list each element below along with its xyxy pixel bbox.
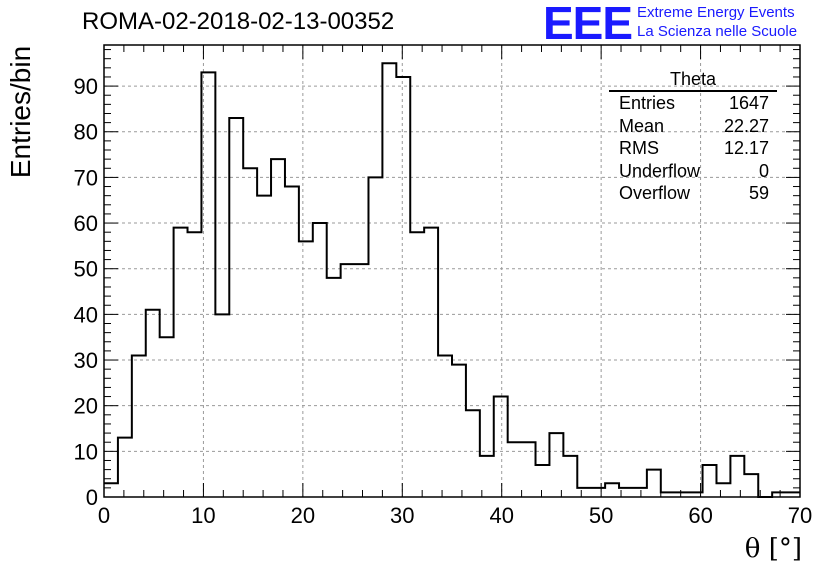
x-tick-label: 50 xyxy=(589,503,613,528)
histogram-bin xyxy=(703,465,717,497)
histogram-bin xyxy=(549,433,563,497)
histogram-bin xyxy=(188,232,202,497)
stats-row-entries: Entries 1647 xyxy=(609,92,777,115)
x-tick-label: 60 xyxy=(688,503,712,528)
histogram-bin xyxy=(355,264,369,497)
y-tick-label: 90 xyxy=(74,74,98,99)
y-tick-label: 70 xyxy=(74,165,98,190)
y-axis-label: Entries/bin xyxy=(5,45,36,179)
histogram-bin xyxy=(368,177,382,497)
histogram-bin xyxy=(577,488,591,497)
histogram-bin xyxy=(522,442,536,497)
histogram-bin xyxy=(118,438,132,497)
stats-label: Entries xyxy=(619,93,676,113)
y-tick-label: 30 xyxy=(74,348,98,373)
stats-value: 12.17 xyxy=(723,138,769,158)
histogram-bin xyxy=(508,442,522,497)
histogram-bin xyxy=(744,474,758,497)
histogram-bin xyxy=(229,118,243,497)
axis-tick-labels: 0 10 20 30 40 50 60 70 0 10 20 30 40 50 60 70 80 90 xyxy=(74,74,813,528)
histogram-bin xyxy=(605,483,619,497)
stats-label: Mean xyxy=(619,115,665,136)
stats-label: RMS xyxy=(619,138,659,158)
histogram-bin xyxy=(424,228,438,497)
y-tick-label: 0 xyxy=(86,485,98,510)
stats-value: 22.27 xyxy=(723,115,769,136)
stats-label: Underflow xyxy=(619,160,701,181)
x-tick-label: 10 xyxy=(191,503,215,528)
histogram-bin xyxy=(716,483,730,497)
histogram-bin xyxy=(271,159,285,497)
stats-value: 0 xyxy=(758,160,769,181)
histogram-bin xyxy=(243,168,257,497)
eee-logo-mark: EEE xyxy=(543,0,633,49)
histogram-bin xyxy=(285,187,299,497)
histogram-bin xyxy=(104,483,118,497)
plot-frame xyxy=(103,44,801,498)
histogram-bin xyxy=(494,397,508,497)
histogram-bin xyxy=(257,196,271,497)
histogram-bin xyxy=(146,310,160,497)
histogram-bin xyxy=(313,223,327,497)
histogram-bin xyxy=(480,456,494,497)
histogram-outline xyxy=(104,62,800,498)
histogram-bin xyxy=(160,337,174,497)
histogram-bin xyxy=(299,241,313,497)
histogram-bin xyxy=(591,488,605,497)
y-tick-label: 10 xyxy=(74,439,98,464)
x-axis-label: θ [°] xyxy=(744,534,802,564)
histogram-bin xyxy=(466,410,480,497)
histogram-bin xyxy=(132,355,146,497)
histogram-bin xyxy=(341,264,355,497)
x-tick-label: 70 xyxy=(788,503,812,528)
histogram-bin xyxy=(730,456,744,497)
stats-value: 59 xyxy=(748,183,769,203)
y-tick-label: 60 xyxy=(74,211,98,236)
y-tick-label: 80 xyxy=(74,120,98,145)
histogram-bin xyxy=(382,63,396,497)
chart-title: ROMA-02-2018-02-13-00352 xyxy=(82,8,395,35)
histogram-bin xyxy=(563,456,577,497)
stats-row-underflow: Underflow 0 xyxy=(609,160,777,183)
histogram-bin xyxy=(174,228,188,497)
stats-value: 1647 xyxy=(728,93,769,113)
histogram-bin xyxy=(633,488,647,497)
histogram-bin xyxy=(410,232,424,497)
x-tick-label: 40 xyxy=(489,503,513,528)
eee-logo-text: Extreme Energy Events La Scienza nelle S… xyxy=(637,3,797,41)
x-tick-label: 20 xyxy=(291,503,315,528)
histogram-bin xyxy=(215,314,229,497)
y-tick-label: 20 xyxy=(74,394,98,419)
stats-title: Theta xyxy=(609,68,777,92)
histogram-bin xyxy=(396,77,410,497)
logo-line-1: Extreme Energy Events xyxy=(637,4,795,21)
histogram-bin xyxy=(452,365,466,497)
stats-box: Theta Entries 1647 Mean 22.27 RMS 12.17 … xyxy=(609,68,777,205)
axis-ticks xyxy=(103,45,801,498)
histogram-bin xyxy=(619,488,633,497)
stats-row-rms: RMS 12.17 xyxy=(609,137,777,160)
x-tick-label: 0 xyxy=(98,503,110,528)
x-tick-label: 30 xyxy=(390,503,414,528)
histogram-bin xyxy=(438,355,452,497)
stats-row-mean: Mean 22.27 xyxy=(609,115,777,138)
logo-line-2: La Scienza nelle Scuole xyxy=(637,23,798,40)
histogram-bins xyxy=(104,62,800,498)
y-tick-label: 50 xyxy=(74,257,98,282)
histogram-bin xyxy=(536,465,550,497)
histogram-bin xyxy=(327,278,341,497)
stats-row-overflow: Overflow 59 xyxy=(609,182,777,205)
stats-label: Overflow xyxy=(619,183,691,203)
y-tick-label: 40 xyxy=(74,302,98,327)
histogram-bin xyxy=(201,72,215,497)
histogram-bin xyxy=(647,470,661,497)
